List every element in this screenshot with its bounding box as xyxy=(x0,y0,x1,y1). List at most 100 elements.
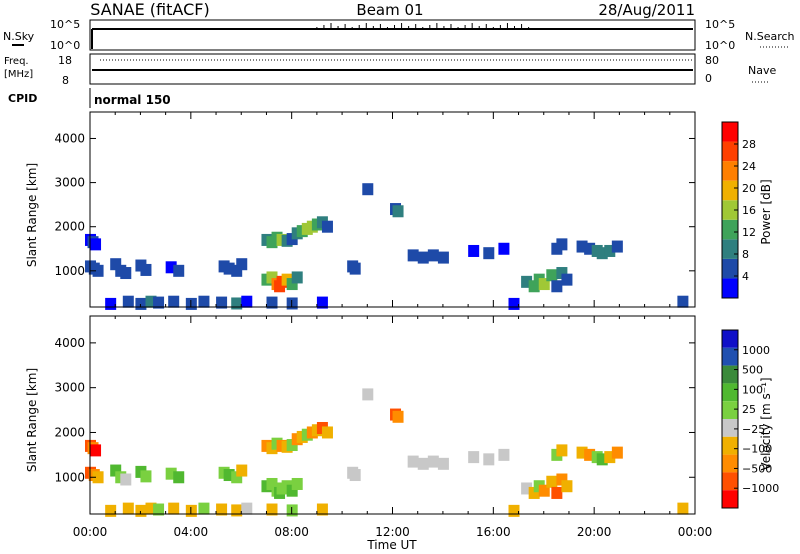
colorbar-tick-label: 4 xyxy=(742,270,749,283)
heatmap-cell xyxy=(231,471,243,484)
heatmap-cell xyxy=(596,247,608,260)
heatmap-cell xyxy=(417,457,429,470)
time-tick-label: 04:00 xyxy=(174,525,209,539)
heatmap-cell xyxy=(551,280,563,293)
site-title: SANAE (fitACF) xyxy=(90,0,209,19)
colorbar-tick-label: 12 xyxy=(742,226,756,239)
colorbar-swatch xyxy=(722,401,738,419)
heatmap-cell xyxy=(392,410,404,423)
heatmap-cell xyxy=(198,295,210,308)
freq-tick-top: 18 xyxy=(58,54,72,67)
heatmap-cell xyxy=(362,388,374,401)
colorbar-tick-label: −100 xyxy=(742,443,772,456)
heatmap-cell xyxy=(241,295,253,308)
heatmap-cell xyxy=(556,267,568,280)
y-tick-label: 1000 xyxy=(54,470,85,484)
heatmap-cell xyxy=(604,244,616,257)
colorbar-swatch xyxy=(722,365,738,384)
heatmap-cell xyxy=(611,446,623,459)
heatmap-cell xyxy=(216,296,228,309)
heatmap-cell xyxy=(468,244,480,257)
heatmap-cell xyxy=(316,503,328,516)
heatmap-cell xyxy=(122,295,134,308)
colorbar-swatch xyxy=(722,383,738,402)
colorbar-swatch xyxy=(722,490,738,508)
y-tick-label: 1000 xyxy=(54,264,85,278)
heatmap-cell xyxy=(223,469,235,482)
colorbar-swatch xyxy=(722,472,738,491)
heatmap-cell xyxy=(140,263,152,276)
heatmap-cell xyxy=(576,446,588,459)
heatmap-cell xyxy=(236,464,248,477)
time-axis: 00:00 04:00 08:00 12:00 16:00 20:00 00:00 xyxy=(73,525,713,539)
heatmap-cell xyxy=(604,451,616,464)
heatmap-cell xyxy=(90,444,102,457)
colorbar-swatch xyxy=(722,347,738,366)
heatmap-cell xyxy=(321,220,333,233)
heatmap-cell xyxy=(122,502,134,515)
colorbar-swatch xyxy=(722,419,738,437)
colorbar-swatch xyxy=(722,180,738,201)
heatmap-cell xyxy=(105,297,117,310)
heatmap-cell xyxy=(528,486,540,499)
noise-spikes xyxy=(316,23,530,29)
heatmap-cell xyxy=(483,453,495,466)
colorbar-swatch xyxy=(722,454,738,473)
heatmap-cell xyxy=(231,504,243,517)
colorbar-tick-label: 20 xyxy=(742,182,756,195)
colorbar-swatch xyxy=(722,258,738,279)
heatmap-cell xyxy=(140,470,152,483)
colorbar-tick-label: 100 xyxy=(742,383,763,396)
heatmap-cell xyxy=(266,296,278,309)
colorbar-swatch xyxy=(722,436,738,455)
heatmap-cell xyxy=(286,484,298,497)
heatmap-cell xyxy=(551,486,563,499)
heatmap-cell xyxy=(521,482,533,495)
y-tick-label: 4000 xyxy=(54,336,85,350)
colorbar-tick-label: 500 xyxy=(742,364,763,377)
colorbar-tick-label: 25 xyxy=(742,403,756,416)
date-title: 28/Aug/2011 xyxy=(598,1,695,19)
heatmap-cell xyxy=(105,504,117,517)
heatmap-cell xyxy=(231,297,243,310)
heatmap-cell xyxy=(92,471,104,484)
heatmap-cell xyxy=(145,295,157,308)
heatmap-cell xyxy=(546,269,558,282)
heatmap-cell xyxy=(165,467,177,480)
heatmap-cell xyxy=(538,278,550,291)
heatmap-cell xyxy=(483,247,495,260)
power-colorbar-label: Power [dB] xyxy=(759,179,773,244)
y-tick-label: 3000 xyxy=(54,381,85,395)
heatmap-cell xyxy=(362,183,374,196)
heatmap-cell xyxy=(241,502,253,515)
heatmap-cell xyxy=(677,502,689,515)
heatmap-cell xyxy=(556,238,568,251)
time-tick-label: 00:00 xyxy=(73,525,108,539)
freq-tick-bottom: 8 xyxy=(62,74,69,87)
heatmap-cell xyxy=(437,251,449,264)
colorbar-tick-label: 1000 xyxy=(742,344,770,357)
nave-tick-top: 80 xyxy=(705,54,719,67)
time-tick-label: 00:00 xyxy=(678,525,713,539)
time-axis-label: Time UT xyxy=(366,538,417,552)
heatmap-cell xyxy=(120,473,132,486)
colorbar-tick-label: −25 xyxy=(742,423,765,436)
heatmap-cell xyxy=(266,477,278,490)
heatmap-cell xyxy=(321,426,333,439)
beam-title: Beam 01 xyxy=(356,1,423,19)
heatmap-cell xyxy=(561,480,573,493)
freq-label: Freq. xyxy=(4,56,29,67)
heatmap-cell xyxy=(349,469,361,482)
colorbar-swatch xyxy=(722,122,738,142)
time-tick-label: 20:00 xyxy=(577,525,612,539)
heatmap-cell xyxy=(498,242,510,255)
y-tick-label: 2000 xyxy=(54,425,85,439)
time-tick-label: 08:00 xyxy=(274,525,309,539)
heatmap-cell xyxy=(521,275,533,288)
colorbar-swatch xyxy=(722,141,738,162)
heatmap-cell xyxy=(198,502,210,515)
colorbar-swatch xyxy=(722,278,738,298)
heatmap-cell xyxy=(392,205,404,218)
y-tick-label: 3000 xyxy=(54,176,85,190)
